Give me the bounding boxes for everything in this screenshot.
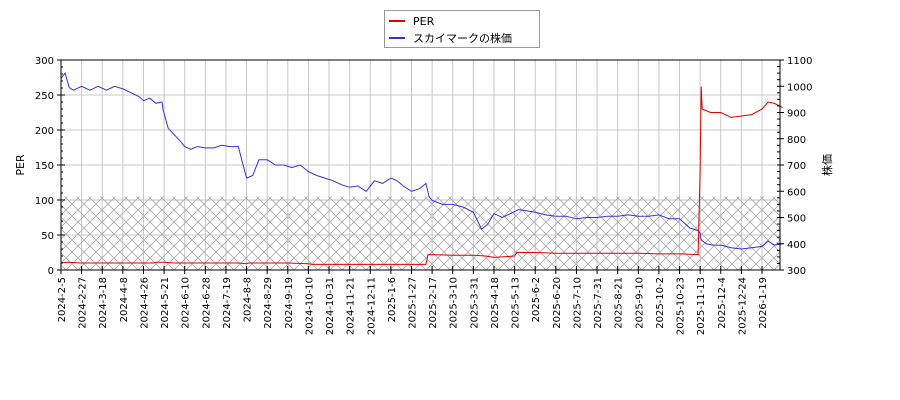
right-axis-title: 株価 [820, 154, 834, 176]
x-tick-label: 2024-9-19 [284, 277, 295, 329]
right-tick-label: 400 [787, 240, 806, 251]
x-tick-label: 2025-12-24 [737, 277, 748, 335]
right-tick-label: 600 [787, 187, 806, 198]
left-tick-label: 150 [35, 161, 54, 172]
x-tick-label: 2025-12-4 [717, 277, 728, 329]
x-tick-label: 2025-10-23 [676, 277, 687, 335]
left-tick-label: 200 [35, 126, 54, 137]
x-tick-label: 2025-7-10 [572, 277, 583, 329]
x-tick-label: 2024-8-29 [263, 277, 274, 329]
legend-item-per: PER [389, 13, 434, 29]
per-line [60, 86, 783, 265]
legend-item-stock-price: スカイマークの株価 [389, 30, 512, 46]
x-tick-label: 2025-1-6 [387, 277, 398, 322]
x-tick-label: 2025-10-2 [655, 277, 666, 329]
right-tick-label: 300 [787, 266, 806, 277]
x-tick-label: 2025-7-31 [593, 277, 604, 329]
legend-swatch-per [389, 20, 405, 22]
right-tick-label: 500 [787, 214, 806, 225]
legend-swatch-stock-price [389, 37, 405, 39]
x-tick-label: 2025-9-10 [634, 277, 645, 329]
x-tick-label: 2024-6-10 [181, 277, 192, 329]
x-tick-label: 2024-3-18 [98, 277, 109, 329]
x-tick-label: 2024-4-26 [139, 277, 150, 329]
x-tick-label: 2025-4-18 [490, 277, 501, 329]
x-tick-label: 2024-7-19 [222, 277, 233, 329]
x-axis-ticks: 2024-2-5 2024-2-27 2024-3-18 2024-4-8 2024-4… [57, 266, 769, 335]
x-tick-label: 2025-3-31 [469, 277, 480, 329]
stock-price-line [60, 72, 783, 250]
x-tick-label: 2025-5-13 [511, 277, 522, 329]
left-axis-title: PER [14, 154, 27, 176]
series-layer [60, 72, 783, 265]
right-tick-label: 800 [787, 135, 806, 146]
x-tick-label: 2025-8-21 [614, 277, 625, 329]
legend: PER スカイマークの株価 [384, 10, 540, 48]
right-tick-label: 1000 [787, 82, 812, 93]
x-tick-label: 2024-8-8 [243, 277, 254, 322]
x-tick-label: 2024-2-5 [57, 277, 68, 322]
left-tick-label: 300 [35, 56, 54, 67]
x-tick-label: 2025-2-17 [428, 277, 439, 329]
x-tick-label: 2024-12-11 [366, 277, 377, 335]
x-tick-label: 2025-6-2 [531, 277, 542, 322]
x-tick-label: 2024-11-21 [346, 277, 357, 335]
x-tick-label: 2024-10-10 [304, 277, 315, 335]
right-tick-label: 900 [787, 109, 806, 120]
legend-label-stock-price: スカイマークの株価 [413, 32, 512, 45]
x-tick-label: 2026-1-19 [758, 277, 769, 329]
x-tick-label: 2025-1-27 [408, 277, 419, 329]
x-tick-label: 2024-2-27 [78, 277, 89, 329]
right-tick-label: 1100 [787, 56, 812, 67]
x-tick-label: 2025-3-10 [449, 277, 460, 329]
x-tick-label: 2024-10-31 [325, 277, 336, 335]
x-tick-label: 2025-11-13 [696, 277, 707, 335]
right-tick-label: 700 [787, 161, 806, 172]
left-axis-ticks: 0 50 100 150 200 250 300 [35, 56, 65, 277]
x-tick-label: 2024-5-21 [160, 277, 171, 329]
right-axis-ticks: 300 400 500 600 700 800 900 1000 1100 [777, 56, 812, 277]
left-tick-label: 250 [35, 91, 54, 102]
legend-label-per: PER [413, 14, 435, 28]
x-tick-label: 2024-4-8 [119, 277, 130, 322]
left-tick-label: 0 [48, 266, 54, 277]
hatched-region [61, 196, 780, 270]
x-tick-label: 2025-6-20 [552, 277, 563, 329]
x-tick-label: 2024-6-28 [201, 277, 212, 329]
left-tick-label: 50 [41, 231, 54, 242]
left-tick-label: 100 [35, 196, 54, 207]
